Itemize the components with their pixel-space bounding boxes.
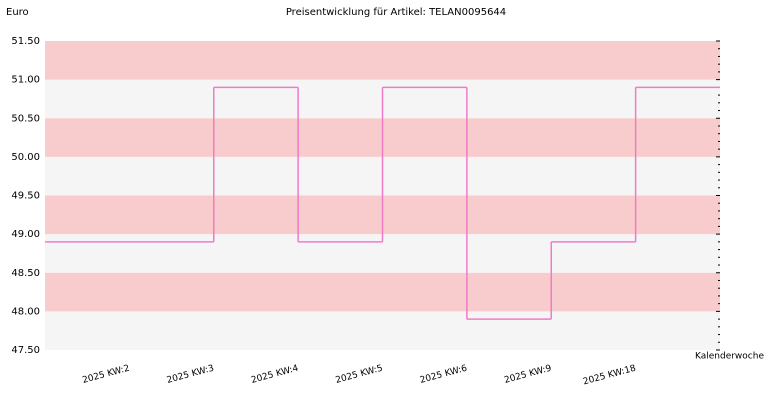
y-tick-label: 51.00 [11,75,40,86]
y-tick-label: 48.00 [11,306,40,317]
y-tick-label: 48.50 [11,268,40,279]
y-tick-label: 47.50 [11,345,40,356]
x-tick-label: 2025 KW:3 [166,364,215,386]
x-tick-label: 2025 KW:4 [250,364,300,386]
grid-band [45,272,720,312]
y-tick-label: 49.50 [11,191,40,202]
y-tick-label: 50.50 [11,113,40,124]
x-tick-label: 2025 KW:6 [419,364,469,386]
y-tick-label: 50.00 [11,152,40,163]
grid-band [45,311,720,350]
x-tick-label: 2025 KW:9 [503,364,553,386]
x-tick-label: 2025 KW:2 [81,364,130,386]
chart-title: Preisentwicklung für Artikel: TELAN00956… [286,7,506,18]
x-tick-label: 2025 KW:18 [582,364,637,388]
y-axis-label: Euro [6,7,29,18]
x-tick-label: 2025 KW:5 [335,364,384,386]
x-axis-label: Kalenderwoche [695,352,764,362]
y-tick-label: 49.00 [11,229,40,240]
grid-band [45,41,720,80]
y-tick-label: 51.50 [11,36,40,47]
